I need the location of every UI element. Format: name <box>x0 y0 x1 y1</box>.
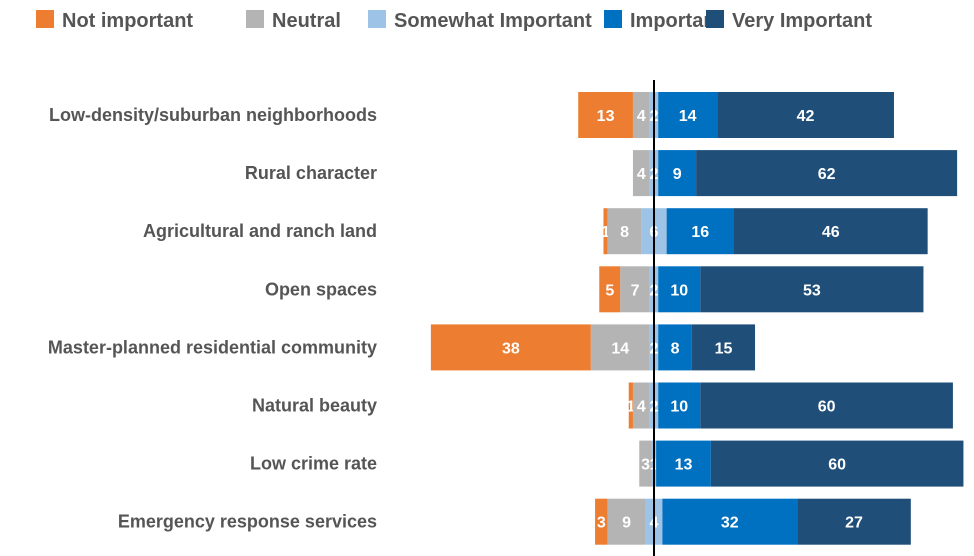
bars: 1342144242962186164657210533814281514210… <box>430 92 964 545</box>
bar-5-3 <box>658 382 701 429</box>
value-label-0-4: 42 <box>797 108 815 125</box>
bar-5-0 <box>628 382 633 429</box>
value-label-1-3: 9 <box>673 166 682 183</box>
value-label-2-0: 1 <box>601 224 610 241</box>
value-label-7-4: 27 <box>845 515 863 532</box>
legend-swatch-2 <box>368 10 386 28</box>
bar-3-0 <box>599 266 621 313</box>
value-label-4-0: 38 <box>502 340 520 357</box>
category-label-2: Agricultural and ranch land <box>143 221 377 241</box>
legend-label-0: Not important <box>62 10 193 32</box>
value-label-7-0: 3 <box>597 515 606 532</box>
value-label-4-3: 8 <box>671 340 680 357</box>
bar-4-4 <box>691 324 756 371</box>
value-label-2-1: 8 <box>620 224 629 241</box>
bar-6-3 <box>656 440 711 487</box>
value-label-5-3: 10 <box>670 399 688 416</box>
category-label-3: Open spaces <box>265 279 377 299</box>
value-label-1-4: 62 <box>818 166 836 183</box>
value-label-1-1: 4 <box>637 166 646 183</box>
bar-3-3 <box>658 266 701 313</box>
bar-6-4 <box>710 440 964 487</box>
category-label-1: Rural character <box>245 163 377 183</box>
value-label-0-0: 13 <box>597 108 615 125</box>
value-label-6-1: 3 <box>641 457 650 474</box>
value-label-2-4: 46 <box>822 224 840 241</box>
legend-swatch-3 <box>604 10 622 28</box>
legend-label-2: Somewhat Important <box>394 10 592 32</box>
bar-5-1 <box>632 382 650 429</box>
bar-4-3 <box>658 324 692 371</box>
value-label-3-4: 53 <box>803 282 821 299</box>
category-label-6: Low crime rate <box>250 454 377 474</box>
bar-2-4 <box>733 208 928 255</box>
value-label-3-3: 10 <box>670 282 688 299</box>
value-label-5-1: 4 <box>637 399 646 416</box>
bar-2-0 <box>603 208 608 255</box>
bar-0-4 <box>717 92 894 138</box>
bar-7-3 <box>662 498 798 545</box>
value-label-5-0: 1 <box>626 399 635 416</box>
category-label-0: Low-density/suburban neighborhoods <box>49 105 377 125</box>
category-label-7: Emergency response services <box>118 512 377 532</box>
legend-swatch-1 <box>246 10 264 28</box>
bar-0-3 <box>658 92 718 138</box>
bar-4-0 <box>430 324 591 371</box>
legend-label-3: Important <box>630 10 723 32</box>
value-label-3-1: 7 <box>631 282 640 299</box>
bar-1-3 <box>658 150 697 197</box>
bar-7-1 <box>607 498 646 545</box>
category-label-5: Natural beauty <box>252 396 377 416</box>
bar-3-4 <box>700 266 924 313</box>
value-label-0-1: 4 <box>637 108 646 125</box>
value-label-5-4: 60 <box>818 399 836 416</box>
value-label-0-3: 14 <box>679 108 697 125</box>
category-label-4: Master-planned residential community <box>48 337 377 357</box>
value-label-6-3: 13 <box>675 457 693 474</box>
bar-2-3 <box>666 208 734 255</box>
bar-1-4 <box>696 150 958 197</box>
value-label-4-1: 14 <box>611 340 629 357</box>
value-label-4-4: 15 <box>715 340 733 357</box>
legend-swatch-0 <box>36 10 54 28</box>
bar-7-4 <box>797 498 911 545</box>
legend-label-4: Very Important <box>732 10 872 32</box>
legend-label-1: Neutral <box>272 10 341 32</box>
legend: Not important Neutral Somewhat Important Im… <box>36 10 872 32</box>
bar-2-1 <box>607 208 642 255</box>
bar-7-0 <box>595 498 608 545</box>
value-label-3-0: 5 <box>605 282 614 299</box>
bar-6-1 <box>639 440 652 487</box>
value-label-7-3: 32 <box>721 515 739 532</box>
bar-1-1 <box>632 150 650 197</box>
legend-swatch-4 <box>706 10 724 28</box>
category-labels: Low-density/suburban neighborhoods Rural … <box>48 105 377 532</box>
value-label-2-3: 16 <box>691 224 709 241</box>
bar-0-0 <box>578 92 633 138</box>
bar-0-1 <box>632 92 650 138</box>
bar-4-1 <box>590 324 650 371</box>
bar-5-4 <box>700 382 953 429</box>
value-label-7-1: 9 <box>622 515 631 532</box>
bar-3-1 <box>620 266 650 313</box>
value-label-6-4: 60 <box>828 457 846 474</box>
